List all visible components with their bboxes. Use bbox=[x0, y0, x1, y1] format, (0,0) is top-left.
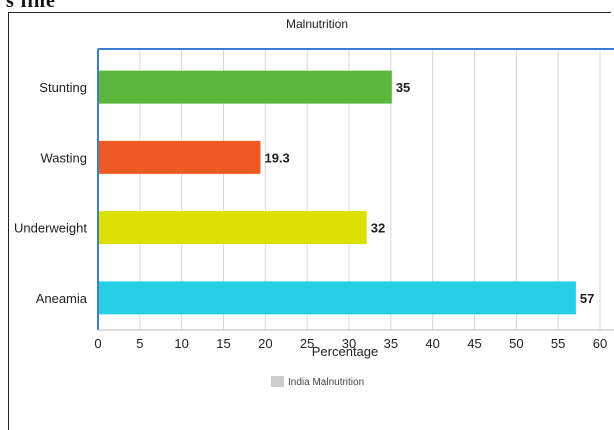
bars bbox=[99, 70, 576, 315]
x-tick-label: 60 bbox=[593, 336, 607, 351]
top-cropped-text: s line bbox=[6, 0, 56, 12]
chart-frame bbox=[8, 12, 611, 430]
x-tick-label: 45 bbox=[467, 336, 481, 351]
x-tick-label: 50 bbox=[509, 336, 523, 351]
data-label: 32 bbox=[371, 221, 385, 236]
data-label: 35 bbox=[396, 80, 410, 95]
category-label: Aneamia bbox=[36, 291, 88, 306]
x-tick-label: 40 bbox=[425, 336, 439, 351]
category-label: Wasting bbox=[41, 150, 87, 165]
category-label: Stunting bbox=[39, 80, 87, 95]
x-tick-label: 35 bbox=[384, 336, 398, 351]
bar[interactable] bbox=[99, 281, 576, 315]
legend-label: India Malnutrition bbox=[288, 377, 364, 388]
x-tick-label: 15 bbox=[216, 336, 230, 351]
x-axis-title: Percentage bbox=[312, 344, 379, 359]
x-tick-label: 55 bbox=[551, 336, 565, 351]
x-tick-label: 20 bbox=[258, 336, 272, 351]
x-tick-labels: 0 5 10 15 20 25 30 35 40 45 50 55 60 bbox=[94, 336, 607, 351]
x-tick-label: 25 bbox=[300, 336, 314, 351]
x-tick-label: 0 bbox=[94, 336, 101, 351]
x-tick-label: 5 bbox=[136, 336, 143, 351]
bar[interactable] bbox=[99, 211, 367, 245]
bar[interactable] bbox=[99, 70, 392, 104]
x-tick-label: 30 bbox=[342, 336, 356, 351]
data-label: 57 bbox=[580, 291, 594, 306]
x-tick-label: 10 bbox=[174, 336, 188, 351]
plot-axes bbox=[97, 48, 614, 331]
data-label: 19.3 bbox=[264, 150, 289, 165]
category-label: Underweight bbox=[14, 221, 87, 236]
category-labels: Stunting Wasting Underweight Aneamia bbox=[14, 80, 88, 306]
chart-title: Malnutrition bbox=[286, 17, 348, 31]
legend-swatch bbox=[271, 376, 284, 387]
legend[interactable]: India Malnutrition bbox=[271, 376, 364, 388]
data-labels: 35 19.3 32 57 bbox=[264, 80, 594, 306]
bar[interactable] bbox=[99, 140, 261, 174]
